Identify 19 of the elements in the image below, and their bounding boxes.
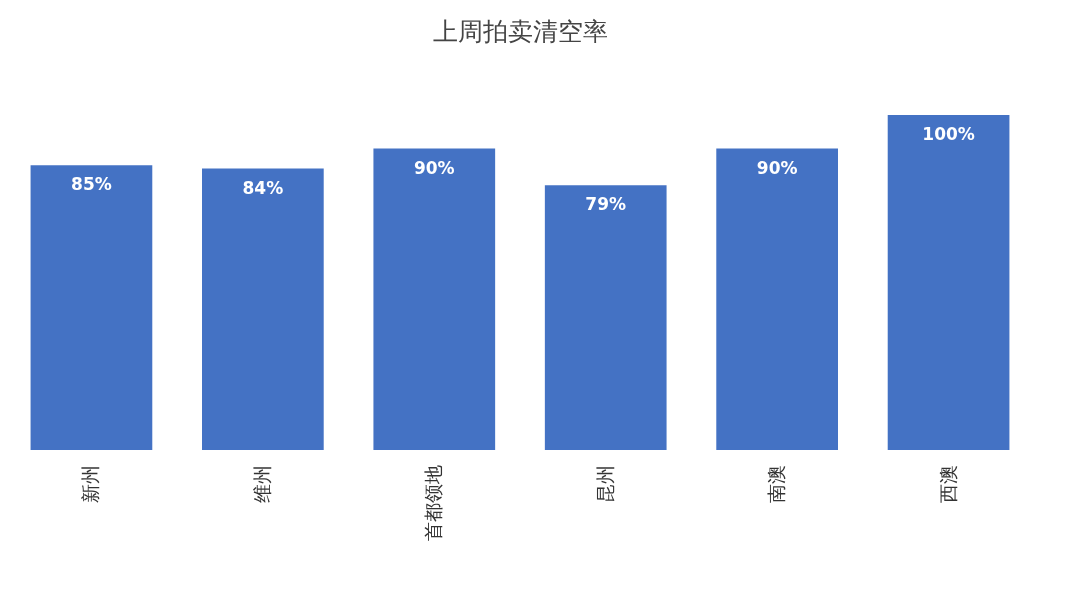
bar: [716, 148, 838, 450]
data-label: 79%: [585, 194, 627, 215]
bar: [887, 115, 1010, 450]
x-tick-label: 昆州: [593, 464, 616, 503]
data-label: 90%: [756, 157, 798, 178]
x-tick-label: 维州: [250, 464, 273, 503]
bar: [544, 185, 667, 450]
data-label: 84%: [242, 177, 284, 198]
chart-title: 上周拍卖清空率: [432, 17, 608, 46]
bar: [202, 168, 324, 450]
bar: [30, 165, 153, 450]
data-label: 100%: [922, 124, 975, 144]
bar: [373, 148, 496, 450]
data-label: 85%: [71, 174, 112, 195]
x-tick-label: 首都领地: [422, 464, 445, 541]
x-tick-label: 西澳: [936, 464, 959, 503]
x-tick-label: 南澳: [765, 464, 788, 503]
x-tick-label: 新州: [79, 464, 102, 503]
data-label: 90%: [413, 157, 455, 178]
